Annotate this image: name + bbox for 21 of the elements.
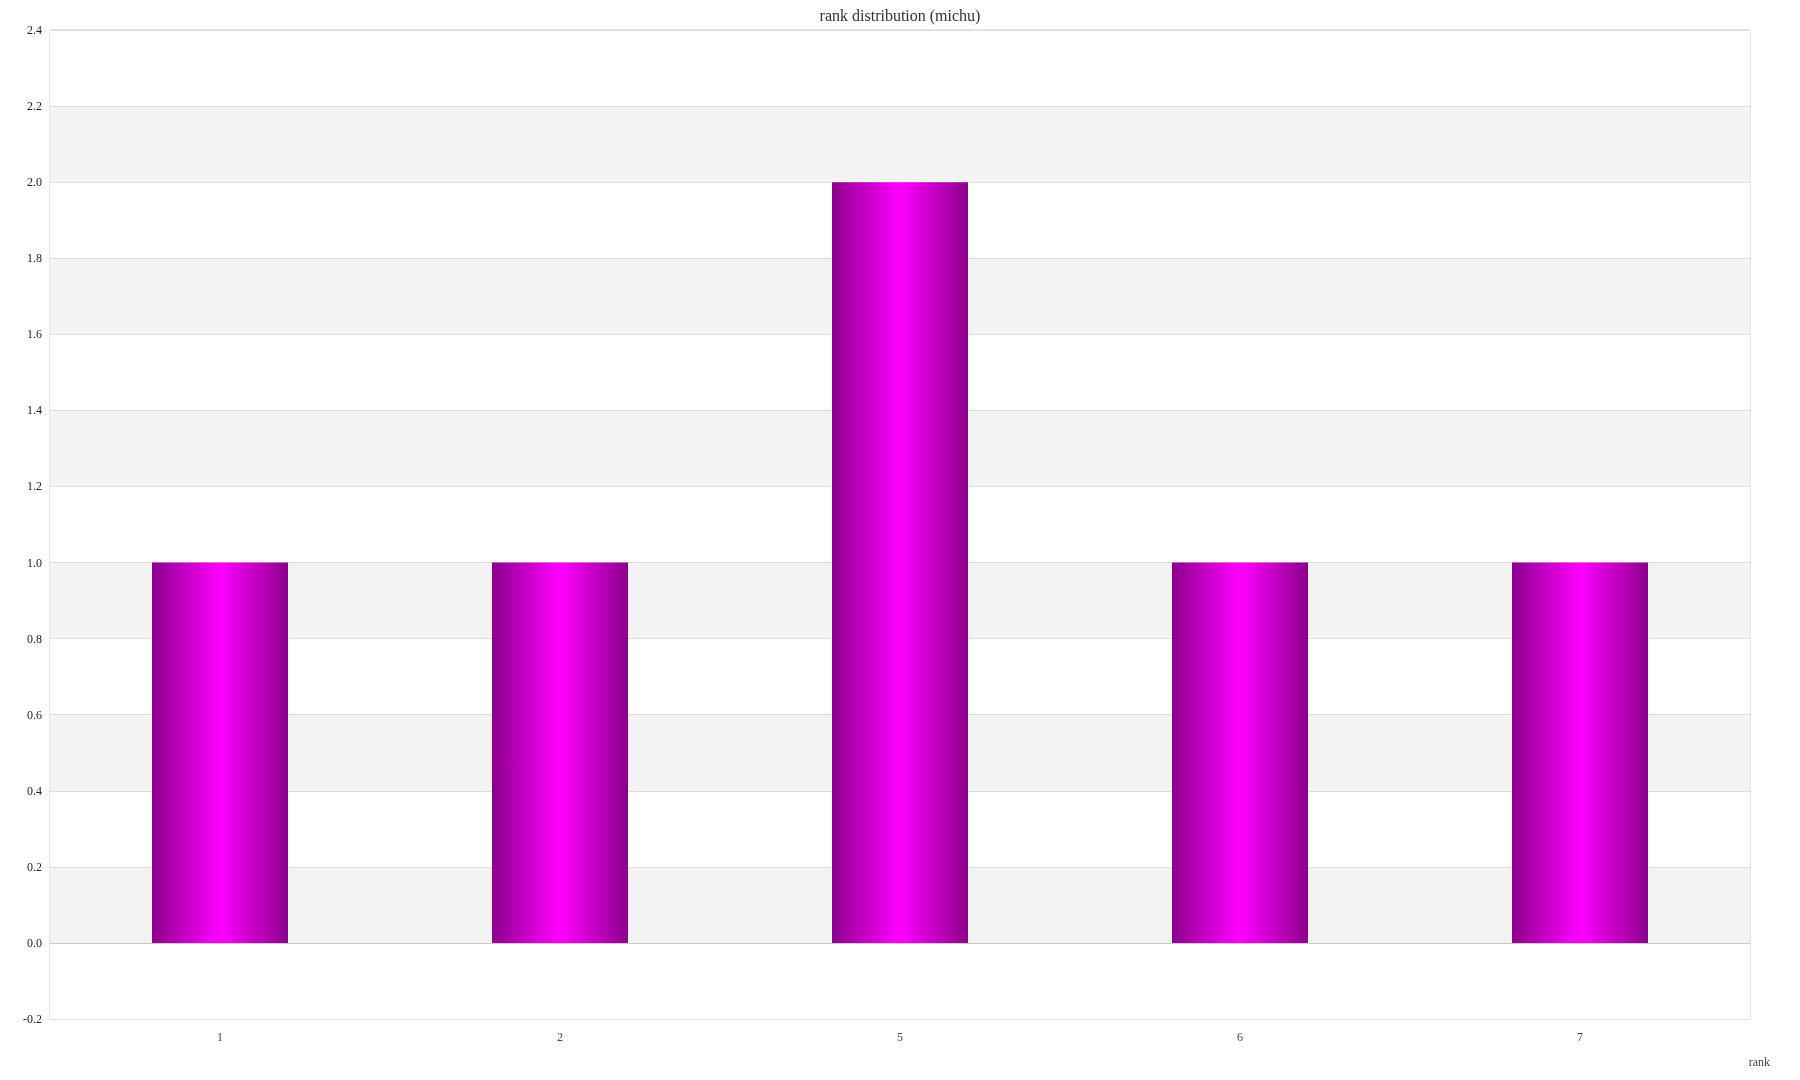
chart-title: rank distribution (michu) xyxy=(819,6,981,25)
y-tick-label: 0.2 xyxy=(27,859,42,874)
y-tick-label: 0.8 xyxy=(27,631,42,646)
y-tick-label: -0.2 xyxy=(23,1012,42,1026)
y-tick-label: 1.6 xyxy=(27,327,42,342)
x-tick-label: 7 xyxy=(1577,1030,1583,1044)
y-tick-label: 2.0 xyxy=(27,175,42,190)
x-tick-label: 6 xyxy=(1237,1030,1243,1044)
x-tick-label: 2 xyxy=(557,1030,563,1044)
x-tick-label: 5 xyxy=(897,1030,903,1044)
x-tick-label: 1 xyxy=(217,1030,223,1044)
x-axis-title: rank xyxy=(1748,1055,1771,1069)
y-tick-label: 2.4 xyxy=(27,23,42,37)
y-tick-label: 0.6 xyxy=(27,707,42,722)
y-tick-label: 1.4 xyxy=(27,403,42,418)
y-tick-label: 0.4 xyxy=(27,783,42,798)
y-tick-label: 2.2 xyxy=(27,99,42,114)
y-tick-label: 0.0 xyxy=(27,935,42,950)
y-tick-label: 1.2 xyxy=(27,479,42,494)
y-tick-label: 1.0 xyxy=(27,555,42,570)
y-tick-label: 1.8 xyxy=(27,251,42,266)
